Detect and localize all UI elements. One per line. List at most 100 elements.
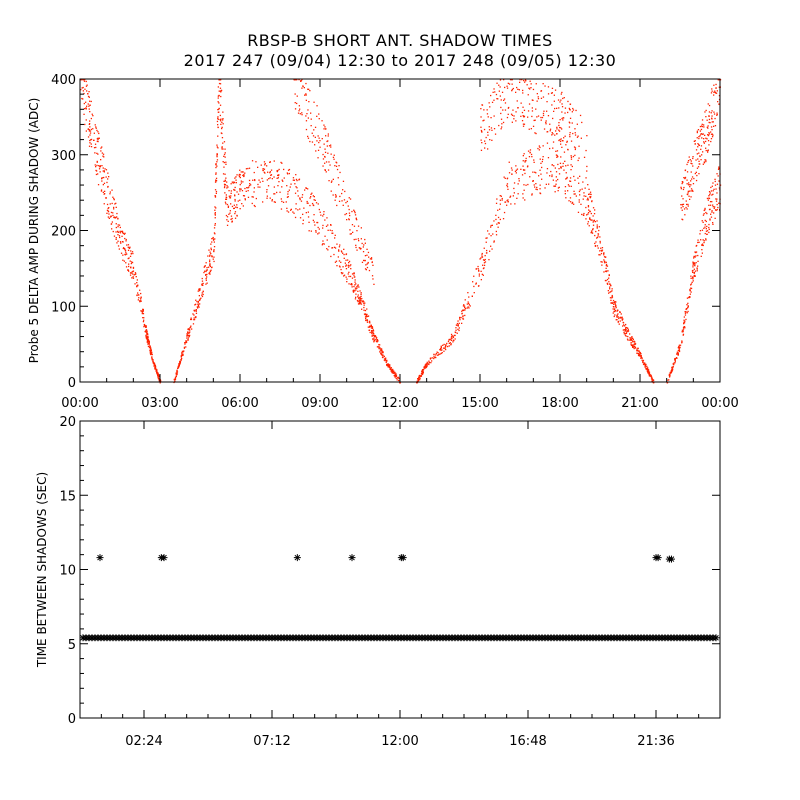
amplitude-point: [605, 264, 608, 267]
amplitude-point: [235, 206, 237, 208]
amplitude-point: [115, 226, 117, 229]
amplitude-point: [347, 273, 349, 275]
amplitude-series-6: [666, 166, 722, 384]
amplitude-point: [174, 377, 177, 379]
amplitude-point: [371, 335, 373, 337]
amplitude-point: [322, 165, 324, 167]
amplitude-point: [556, 150, 559, 152]
amplitude-point: [119, 241, 122, 243]
amplitude-point: [428, 362, 430, 364]
amplitude-point: [239, 169, 241, 171]
amplitude-point: [220, 118, 222, 120]
amplitude-point: [100, 150, 102, 152]
amplitude-point: [611, 288, 613, 290]
amplitude-point: [554, 185, 556, 187]
amplitude-point: [236, 191, 238, 193]
amplitude-point: [274, 193, 276, 195]
amplitude-point: [186, 334, 189, 336]
amplitude-point: [216, 144, 218, 146]
amplitude-point: [220, 95, 222, 98]
amplitude-point: [324, 126, 326, 128]
amplitude-point: [553, 100, 555, 102]
amplitude-point: [467, 292, 469, 294]
amplitude-point: [697, 166, 700, 168]
amplitude-point: [440, 349, 442, 351]
amplitude-point: [526, 166, 529, 168]
amplitude-point: [553, 94, 555, 96]
amplitude-point: [177, 365, 179, 368]
amplitude-point: [509, 79, 512, 81]
amplitude-point: [197, 300, 200, 303]
amplitude-point: [484, 261, 487, 263]
amplitude-point: [370, 324, 372, 326]
amplitude-point: [524, 161, 526, 163]
amplitude-point: [694, 251, 696, 253]
amplitude-point: [176, 371, 179, 373]
amplitude-point: [604, 270, 607, 272]
amplitude-point: [297, 190, 299, 192]
amplitude-point: [287, 191, 289, 193]
amplitude-point: [630, 341, 632, 344]
amplitude-point: [203, 271, 205, 274]
amplitude-point: [215, 190, 218, 193]
amplitude-point: [703, 126, 705, 128]
amplitude-point: [633, 347, 635, 350]
amplitude-point: [299, 113, 301, 115]
amplitude-point: [230, 190, 232, 192]
amplitude-point: [581, 121, 583, 124]
amplitude-point: [88, 96, 90, 98]
amplitude-point: [609, 288, 611, 290]
amplitude-point: [366, 266, 369, 269]
amplitude-point: [189, 331, 191, 333]
amplitude-point: [245, 190, 247, 192]
amplitude-point: [215, 166, 217, 169]
chart-title: RBSP-B SHORT ANT. SHADOW TIMES: [247, 31, 553, 50]
amplitude-point: [581, 188, 583, 190]
amplitude-point: [557, 155, 559, 158]
amplitude-point: [338, 250, 340, 252]
amplitude-point: [390, 370, 392, 372]
amplitude-point: [564, 190, 566, 192]
amplitude-point: [501, 123, 503, 125]
amplitude-point: [507, 199, 509, 201]
amplitude-point: [226, 216, 229, 218]
amplitude-point: [688, 190, 691, 192]
amplitude-point: [530, 87, 532, 89]
amplitude-point: [149, 350, 151, 352]
amplitude-point: [323, 243, 325, 245]
amplitude-point: [480, 139, 482, 141]
amplitude-point: [354, 281, 356, 283]
amplitude-point: [680, 186, 682, 188]
amplitude-point: [87, 95, 90, 98]
amplitude-point: [574, 134, 577, 136]
amplitude-point: [101, 146, 103, 148]
amplitude-point: [591, 232, 594, 234]
amplitude-point: [145, 326, 147, 328]
amplitude-point: [584, 187, 586, 189]
amplitude-point: [216, 154, 218, 156]
amplitude-point: [443, 350, 445, 352]
amplitude-point: [324, 151, 327, 153]
amplitude-point: [487, 134, 489, 136]
amplitude-point: [686, 163, 688, 166]
amplitude-point: [90, 139, 92, 141]
amplitude-point: [343, 248, 345, 250]
amplitude-point: [569, 132, 571, 134]
amplitude-point: [522, 92, 524, 94]
amplitude-point: [425, 364, 427, 366]
amplitude-point: [101, 180, 103, 182]
amplitude-point: [560, 99, 562, 101]
amplitude-point: [554, 167, 556, 169]
amplitude-point: [569, 197, 572, 199]
amplitude-point: [83, 108, 86, 110]
amplitude-point: [418, 379, 421, 381]
amplitude-point: [594, 209, 596, 211]
amplitude-point: [683, 208, 686, 210]
amplitude-point: [697, 260, 699, 262]
amplitude-point: [522, 193, 524, 195]
amplitude-point: [216, 159, 219, 161]
amplitude-point: [336, 168, 339, 171]
amplitude-point: [349, 214, 351, 217]
amplitude-point: [329, 164, 331, 166]
amplitude-point: [495, 230, 497, 233]
